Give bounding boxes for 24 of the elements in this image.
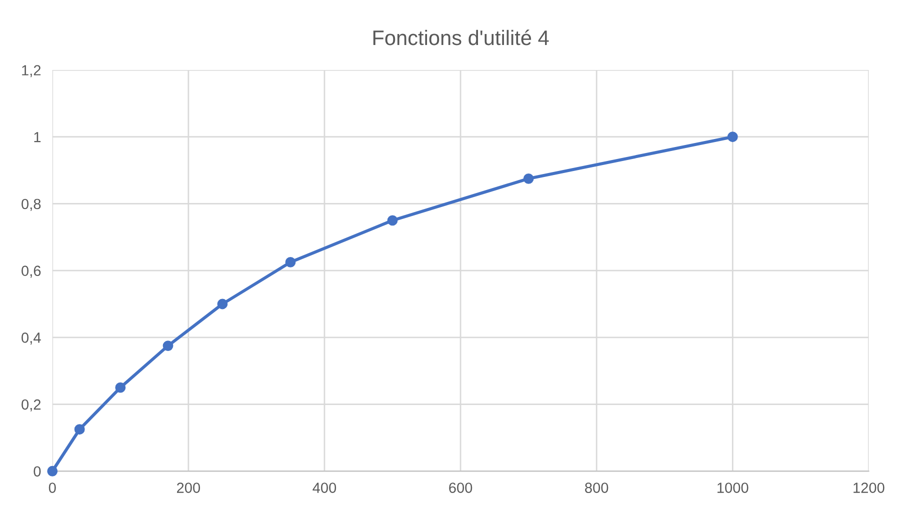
x-tick-label: 1200 (854, 482, 884, 493)
point (217, 298, 228, 310)
y-tick-label: 0,8 (22, 198, 41, 211)
x-tick-label: 600 (449, 482, 472, 493)
point (74, 424, 85, 435)
x-tick-label: 1000 (718, 482, 748, 493)
y-tick-label: 1 (34, 132, 41, 142)
point (387, 215, 398, 226)
point (47, 466, 58, 476)
point (523, 173, 534, 184)
y-tick-label: 0,4 (22, 332, 41, 345)
point (727, 132, 738, 142)
y-tick-label: 0 (34, 466, 41, 477)
x-tick-label: 200 (176, 482, 200, 493)
point (285, 257, 296, 268)
x-tick-label: 800 (585, 482, 608, 493)
x-tick-label: 0 (48, 482, 56, 493)
point (162, 340, 174, 351)
y-tick-label: 0,2 (22, 399, 41, 412)
chart-title: Fonctions d'utilité 4 (373, 30, 549, 46)
x-tick-label: 400 (312, 482, 336, 493)
y-tick-label: 0,6 (22, 266, 41, 278)
point (115, 382, 126, 393)
y-tick-label: 1,2 (22, 65, 41, 78)
